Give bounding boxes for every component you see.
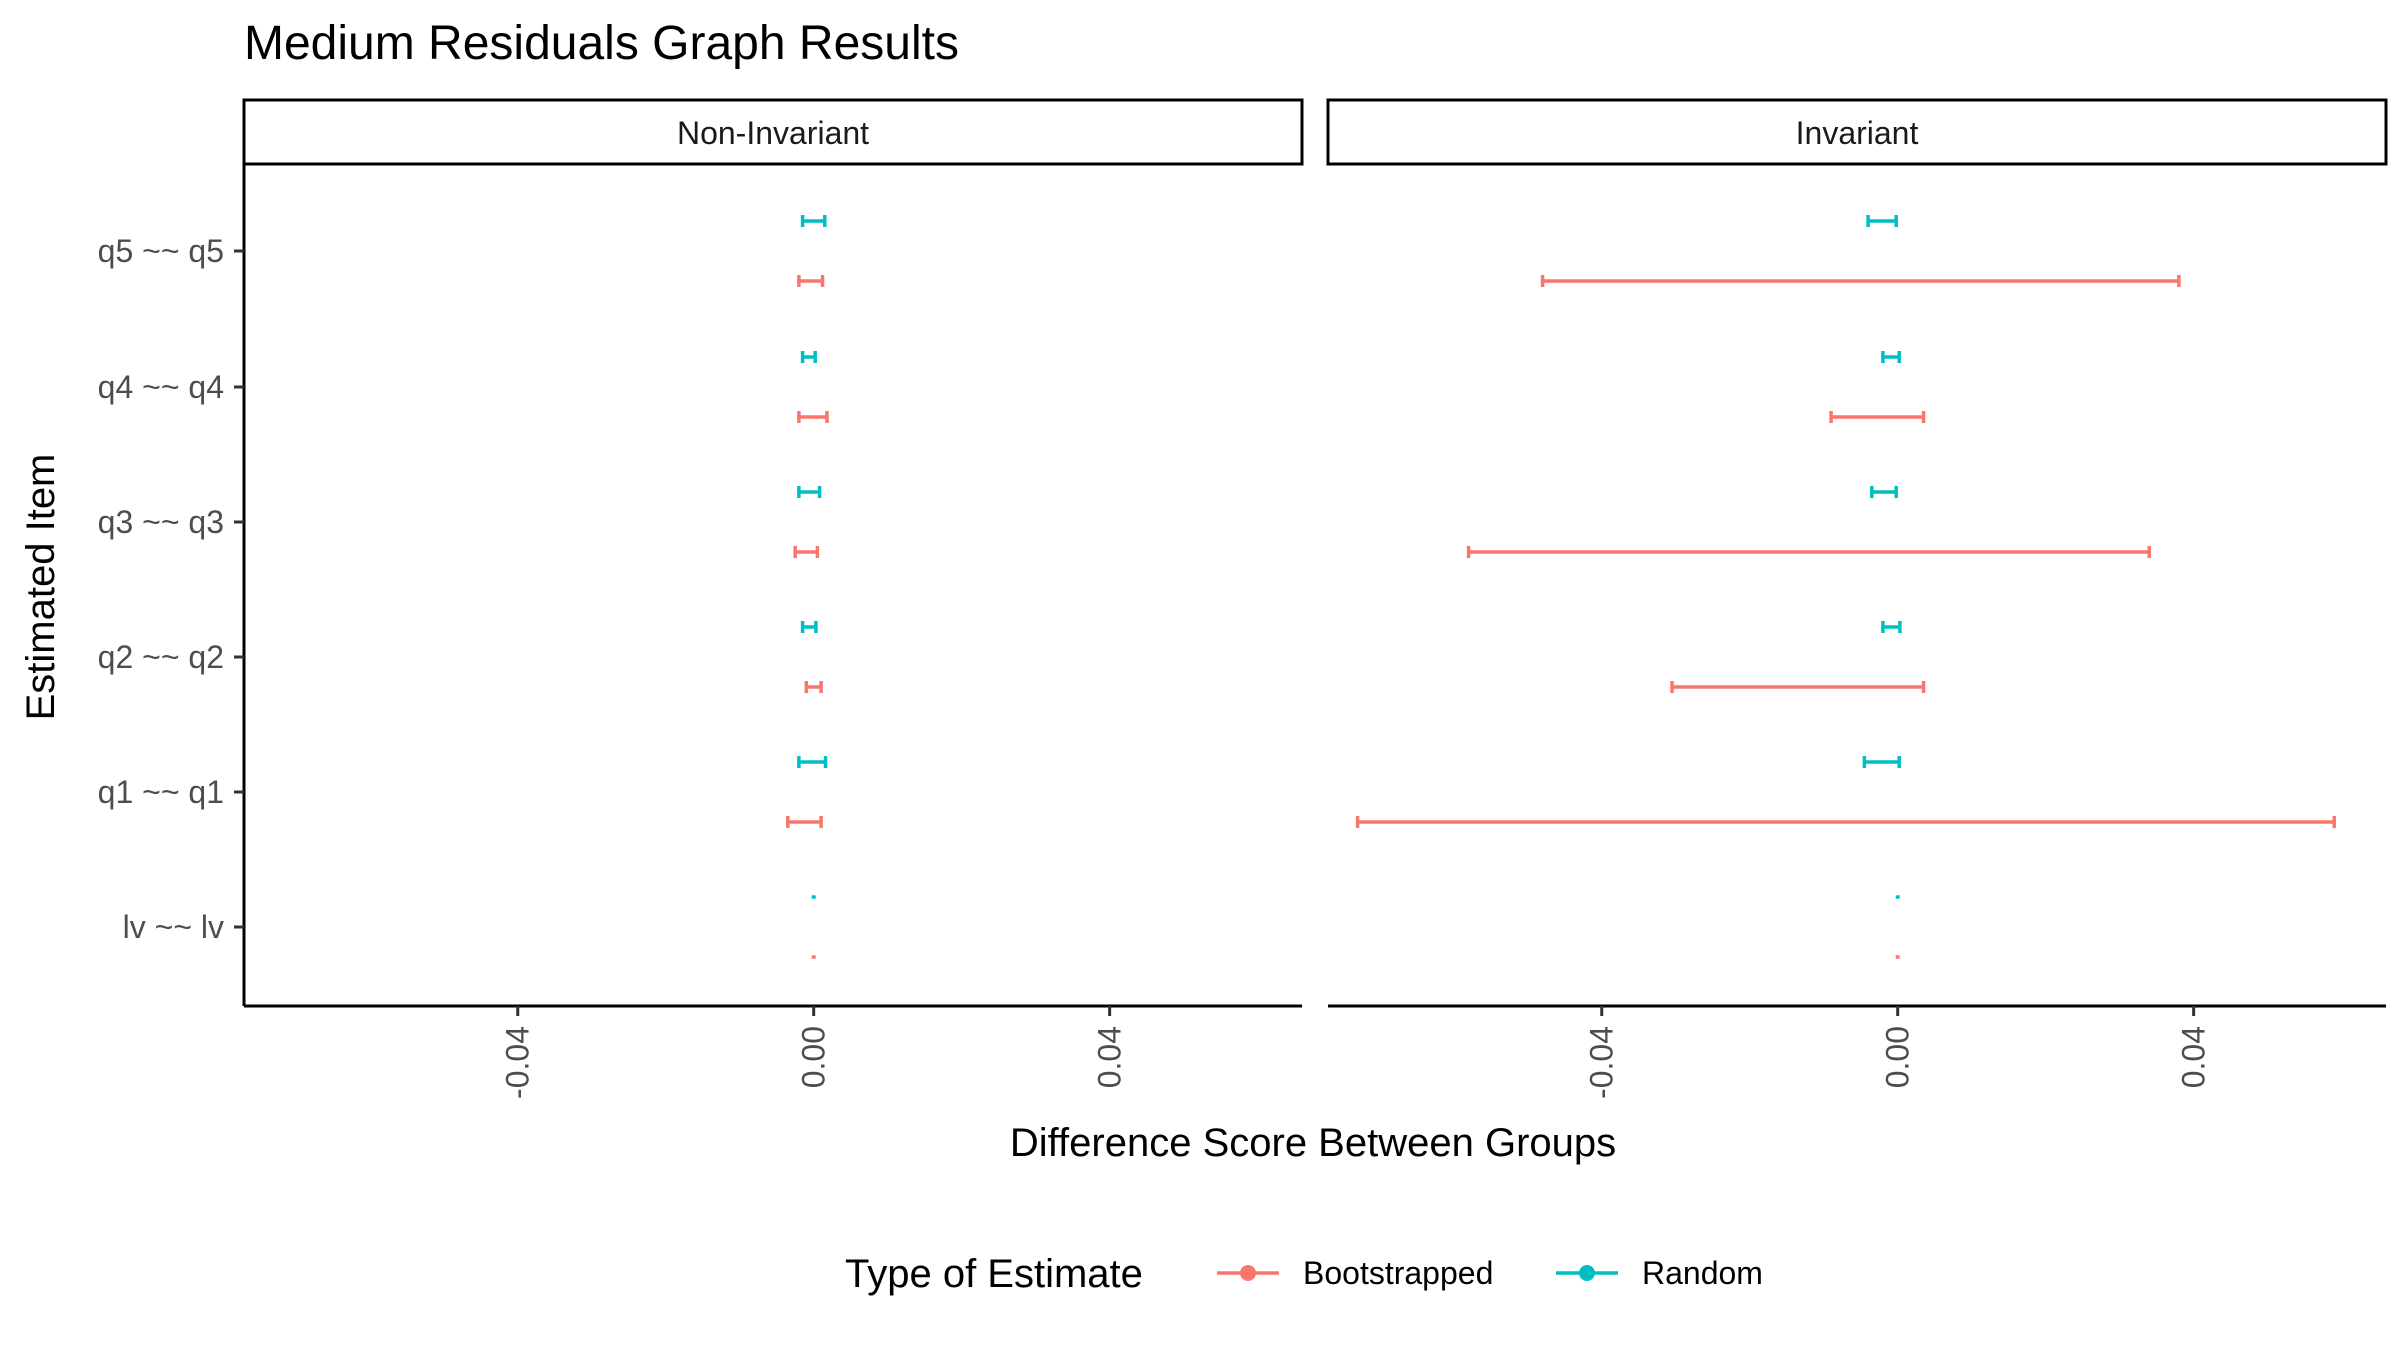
y-tick-label: q1 ~~ q1 (98, 774, 224, 810)
errorbar-bootstrapped (804, 681, 823, 693)
x-tick-label: -0.04 (500, 1026, 536, 1099)
legend-entry: Bootstrapped (1217, 1255, 1493, 1291)
y-tick-label: q2 ~~ q2 (98, 639, 224, 675)
legend-key-point (1240, 1265, 1256, 1281)
errorbar-random (800, 351, 817, 363)
y-axis-tick-labels: q5 ~~ q5 q4 ~~ q4 q3 ~~ q3 q2 ~~ q2 q1 ~~ q1… (98, 164, 246, 1006)
y-tick-label: q5 ~~ q5 (98, 233, 224, 269)
errorbar-bootstrapped (1829, 411, 1926, 423)
errorbar-random (1870, 486, 1898, 498)
facet-strip-label: Invariant (1796, 115, 1919, 151)
facet-strip-label: Non-Invariant (677, 115, 869, 151)
x-tick-label: 0.04 (1092, 1026, 1128, 1088)
legend-title: Type of Estimate (845, 1252, 1143, 1296)
x-tick-label: 0.00 (796, 1026, 832, 1088)
legend-entry: Random (1556, 1255, 1763, 1291)
errorbar-random (1866, 215, 1898, 227)
legend-key-point (1579, 1265, 1595, 1281)
errorbar-bootstrapped (1670, 681, 1926, 693)
y-axis-title: Estimated Item (19, 454, 63, 721)
chart-title: Medium Residuals Graph Results (244, 17, 959, 70)
errorbar-random (797, 756, 828, 768)
y-tick-label: q4 ~~ q4 (98, 369, 224, 405)
x-tick-label: -0.04 (1584, 1026, 1620, 1099)
legend-label: Bootstrapped (1303, 1255, 1493, 1291)
x-axis-title: Difference Score Between Groups (1010, 1121, 1616, 1165)
errorbar-random (1881, 351, 1901, 363)
facet-strip (242, 98, 1304, 166)
panel-1: Invariant -0.04 0.00 0.04 (1326, 98, 2388, 1099)
errorbar-bootstrapped (797, 411, 829, 423)
errorbar-bootstrapped (786, 816, 823, 828)
errorbar-random (1862, 756, 1901, 768)
facet-strip (1326, 98, 2388, 166)
errorbar-bootstrapped (1355, 816, 2336, 828)
errorbar-bootstrapped (793, 546, 820, 558)
errorbar-random (797, 486, 822, 498)
errorbar-random (800, 215, 827, 227)
panels: Non-Invariant -0.04 0.00 0.04 Invariant -0.04… (242, 98, 2388, 1099)
legend: Type of Estimate Bootstrapped Random (845, 1252, 1763, 1296)
panel-0: Non-Invariant -0.04 0.00 0.04 (242, 98, 1304, 1099)
errorbar-bootstrapped (1540, 275, 2181, 287)
y-tick-label: lv ~~ lv (123, 909, 224, 945)
errorbar-random (1881, 621, 1902, 633)
x-tick-label: 0.00 (1880, 1026, 1916, 1088)
errorbar-bootstrapped (797, 275, 825, 287)
errorbar-bootstrapped (1466, 546, 2151, 558)
errorbar-random (800, 621, 818, 633)
x-tick-label: 0.04 (2176, 1026, 2212, 1088)
y-tick-label: q3 ~~ q3 (98, 504, 224, 540)
legend-entries: Bootstrapped Random (1217, 1255, 1763, 1291)
legend-label: Random (1642, 1255, 1763, 1291)
